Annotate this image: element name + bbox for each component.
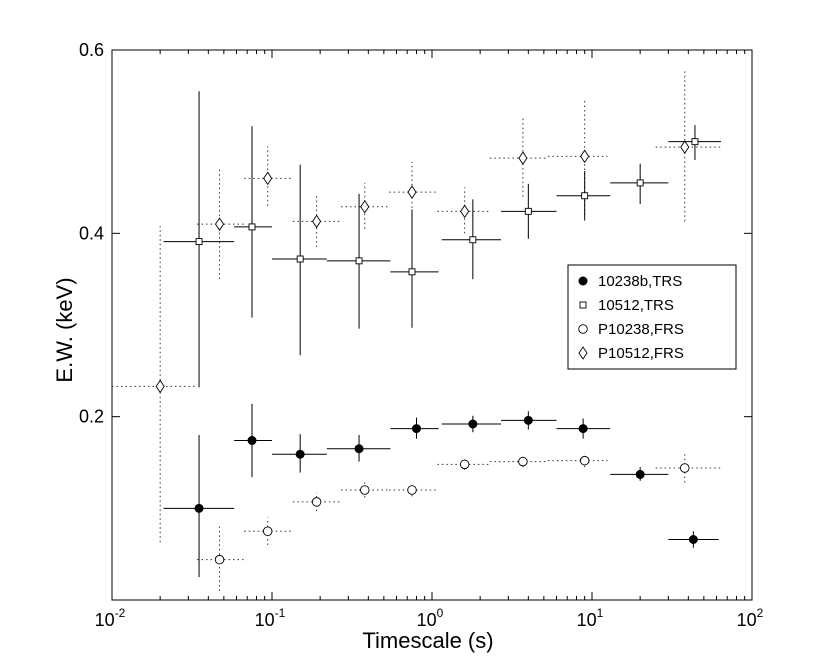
x-axis-label: Timescale (s) [362, 628, 493, 653]
x-tick-label-base: 10 [255, 610, 275, 630]
x-tick-label: 10-1 [255, 606, 286, 630]
y-tick-label: 0.4 [79, 223, 104, 243]
series-10238b-trs [163, 403, 719, 578]
data-point-open-square [579, 301, 587, 309]
legend-entry: 10238b,TRS [578, 273, 682, 290]
data-point-open-square [524, 207, 532, 215]
data-point-open-diamond [214, 217, 225, 231]
y-tick-label: 0.6 [79, 40, 104, 60]
data-point-open-circle [360, 485, 370, 495]
legend-label: 10512,TRS [598, 297, 674, 314]
data-point-filled-circle [295, 449, 305, 459]
data-point-open-square [581, 192, 589, 200]
data-point-open-circle [262, 526, 273, 537]
data-point-open-circle [680, 463, 690, 473]
legend-entry: 10512,TRS [579, 297, 674, 314]
series-10512-trs [163, 91, 721, 388]
x-tick-label: 10-2 [95, 606, 126, 630]
x-tick-label-exponent: 0 [437, 606, 444, 620]
data-point-open-square [469, 236, 477, 244]
data-point-open-diamond [155, 379, 165, 394]
x-tick-label: 102 [737, 606, 764, 630]
legend-box [567, 264, 737, 370]
data-point-open-square [636, 179, 644, 187]
x-axis-ticks: 10-2 10-1 100 101 102 [95, 50, 764, 630]
x-tick-label-exponent: 2 [757, 606, 764, 620]
data-point-filled-circle [578, 276, 588, 286]
data-point-open-diamond [360, 199, 370, 214]
y-axis-label: E.W. (keV) [52, 277, 77, 382]
data-point-filled-circle [688, 535, 698, 544]
data-point-filled-circle [354, 444, 364, 454]
series-p10238-frs [197, 453, 721, 591]
legend: 10238b,TRS 10512,TRS P10238,FRS P10512,FRS [567, 264, 737, 370]
x-tick-label-exponent: -1 [275, 606, 286, 620]
data-point-filled-circle [194, 503, 204, 513]
data-point-open-diamond [407, 185, 417, 199]
data-point-open-diamond [578, 346, 588, 360]
data-point-filled-circle [411, 424, 421, 434]
x-tick-label: 101 [577, 606, 604, 630]
y-axis-ticks: 0.2 0.4 0.6 [79, 40, 752, 427]
data-point-open-circle [459, 459, 470, 470]
data-point-open-circle [518, 456, 528, 467]
data-point-filled-circle [468, 419, 478, 429]
x-tick-label-base: 10 [577, 610, 597, 630]
data-point-filled-circle [523, 415, 533, 425]
data-point-open-circle [578, 324, 588, 334]
series-p10512-frs [112, 71, 721, 543]
data-point-open-circle [579, 455, 590, 466]
data-point-open-diamond [263, 171, 273, 186]
legend-label: P10512,FRS [598, 345, 684, 362]
data-point-filled-circle [635, 469, 645, 479]
legend-entry: P10512,FRS [578, 345, 684, 362]
data-point-filled-circle [247, 436, 257, 445]
data-point-open-square [195, 238, 203, 246]
data-point-open-circle [311, 497, 322, 507]
data-point-open-square [408, 268, 416, 276]
x-tick-label-exponent: -2 [115, 606, 126, 620]
x-tick-label-exponent: 1 [597, 606, 604, 620]
data-point-open-circle [407, 485, 417, 495]
data-point-open-square [355, 257, 363, 265]
legend-label: 10238b,TRS [598, 273, 682, 290]
x-tick-label-base: 10 [417, 610, 437, 630]
data-point-open-square [248, 223, 256, 231]
data-point-filled-circle [578, 424, 588, 434]
x-tick-label-base: 10 [737, 610, 757, 630]
x-tick-label: 100 [417, 606, 444, 630]
data-point-open-square [691, 138, 699, 146]
x-tick-label-base: 10 [95, 610, 115, 630]
data-point-open-diamond [518, 151, 528, 165]
legend-label: P10238,FRS [598, 321, 684, 338]
data-point-open-circle [214, 554, 225, 565]
legend-entry: P10238,FRS [578, 321, 684, 338]
data-point-open-diamond [580, 149, 590, 164]
data-point-open-diamond [680, 140, 690, 154]
data-point-open-square [296, 255, 304, 263]
series-layer [112, 71, 721, 591]
data-point-open-diamond [460, 204, 470, 219]
data-point-open-diamond [312, 214, 322, 229]
y-tick-label: 0.2 [79, 407, 104, 427]
